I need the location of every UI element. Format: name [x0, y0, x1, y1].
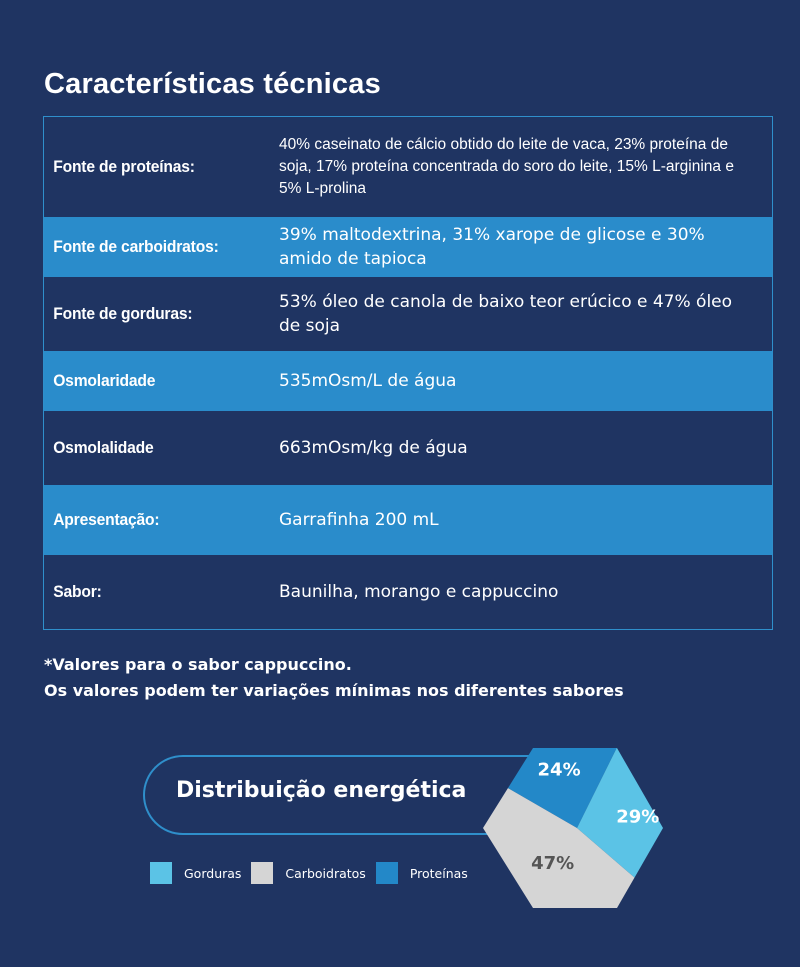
row-value: 663mOsm/kg de água	[279, 438, 468, 458]
row-value: 535mOsm/L de água	[279, 371, 457, 391]
legend-label: Carboidratos	[285, 865, 366, 881]
footnote-line-1: *Valores para o sabor cappuccino.	[44, 655, 352, 674]
slice-label-proteínas: 24%	[538, 760, 581, 781]
slice-label-gorduras: 29%	[616, 807, 659, 828]
chart-title: Distribuição energética	[176, 778, 467, 803]
row-label: Fonte de carboidratos:	[53, 237, 219, 256]
row-label: Fonte de gorduras:	[53, 304, 193, 323]
energy-title-frame	[143, 755, 563, 835]
footnote-line-2: Os valores podem ter variações mínimas n…	[44, 681, 624, 700]
legend-swatch-gorduras	[150, 862, 172, 884]
row-label: Fonte de proteínas:	[53, 157, 195, 176]
legend-item-proteinas: Proteínas	[375, 862, 468, 884]
row-value: 53% óleo de canola de baixo teor erúcico…	[279, 292, 733, 336]
energy-distribution-chart: 24% 29% 47%	[483, 748, 663, 908]
row-label: Apresentação:	[53, 510, 160, 529]
legend-item-carboidratos: Carboidratos	[251, 862, 366, 884]
row-value: Garrafinha 200 mL	[279, 510, 439, 530]
legend-swatch-carboidratos	[251, 862, 274, 884]
row-label: Osmolaridade	[53, 371, 156, 390]
page-title: Características técnicas	[44, 68, 381, 100]
table-row-gorduras: Fonte de gorduras: 53% óleo de canola de…	[44, 277, 772, 351]
row-label: Sabor:	[53, 582, 102, 601]
legend-label: Gorduras	[184, 865, 242, 881]
footnote: *Valores para o sabor cappuccino. Os val…	[44, 652, 624, 704]
chart-legend: Gorduras Carboidratos Proteínas	[150, 862, 478, 884]
row-value: Baunilha, morango e cappuccino	[279, 582, 559, 602]
row-label: Osmolalidade	[53, 438, 154, 457]
slice-proteínas	[483, 748, 649, 828]
row-value: 40% caseinato de cálcio obtido do leite …	[279, 136, 734, 197]
table-row-apresentacao: Apresentação: Garrafinha 200 mL	[44, 485, 772, 555]
table-row-carboidratos: Fonte de carboidratos: 39% maltodextrina…	[44, 217, 772, 277]
table-row-osmolalidade: Osmolalidade 663mOsm/kg de água	[44, 411, 772, 485]
legend-label: Proteínas	[409, 865, 468, 881]
specs-table: Fonte de proteínas: 40% caseinato de cál…	[43, 116, 773, 630]
table-row-sabor: Sabor: Baunilha, morango e cappuccino	[44, 555, 772, 629]
slice-label-carboidratos: 47%	[531, 853, 574, 874]
legend-item-gorduras: Gorduras	[150, 862, 241, 884]
row-value: 39% maltodextrina, 31% xarope de glicose…	[279, 225, 705, 269]
table-row-osmolaridade: Osmolaridade 535mOsm/L de água	[44, 351, 772, 411]
table-row-proteinas: Fonte de proteínas: 40% caseinato de cál…	[44, 117, 772, 217]
legend-swatch-proteinas	[375, 862, 398, 884]
